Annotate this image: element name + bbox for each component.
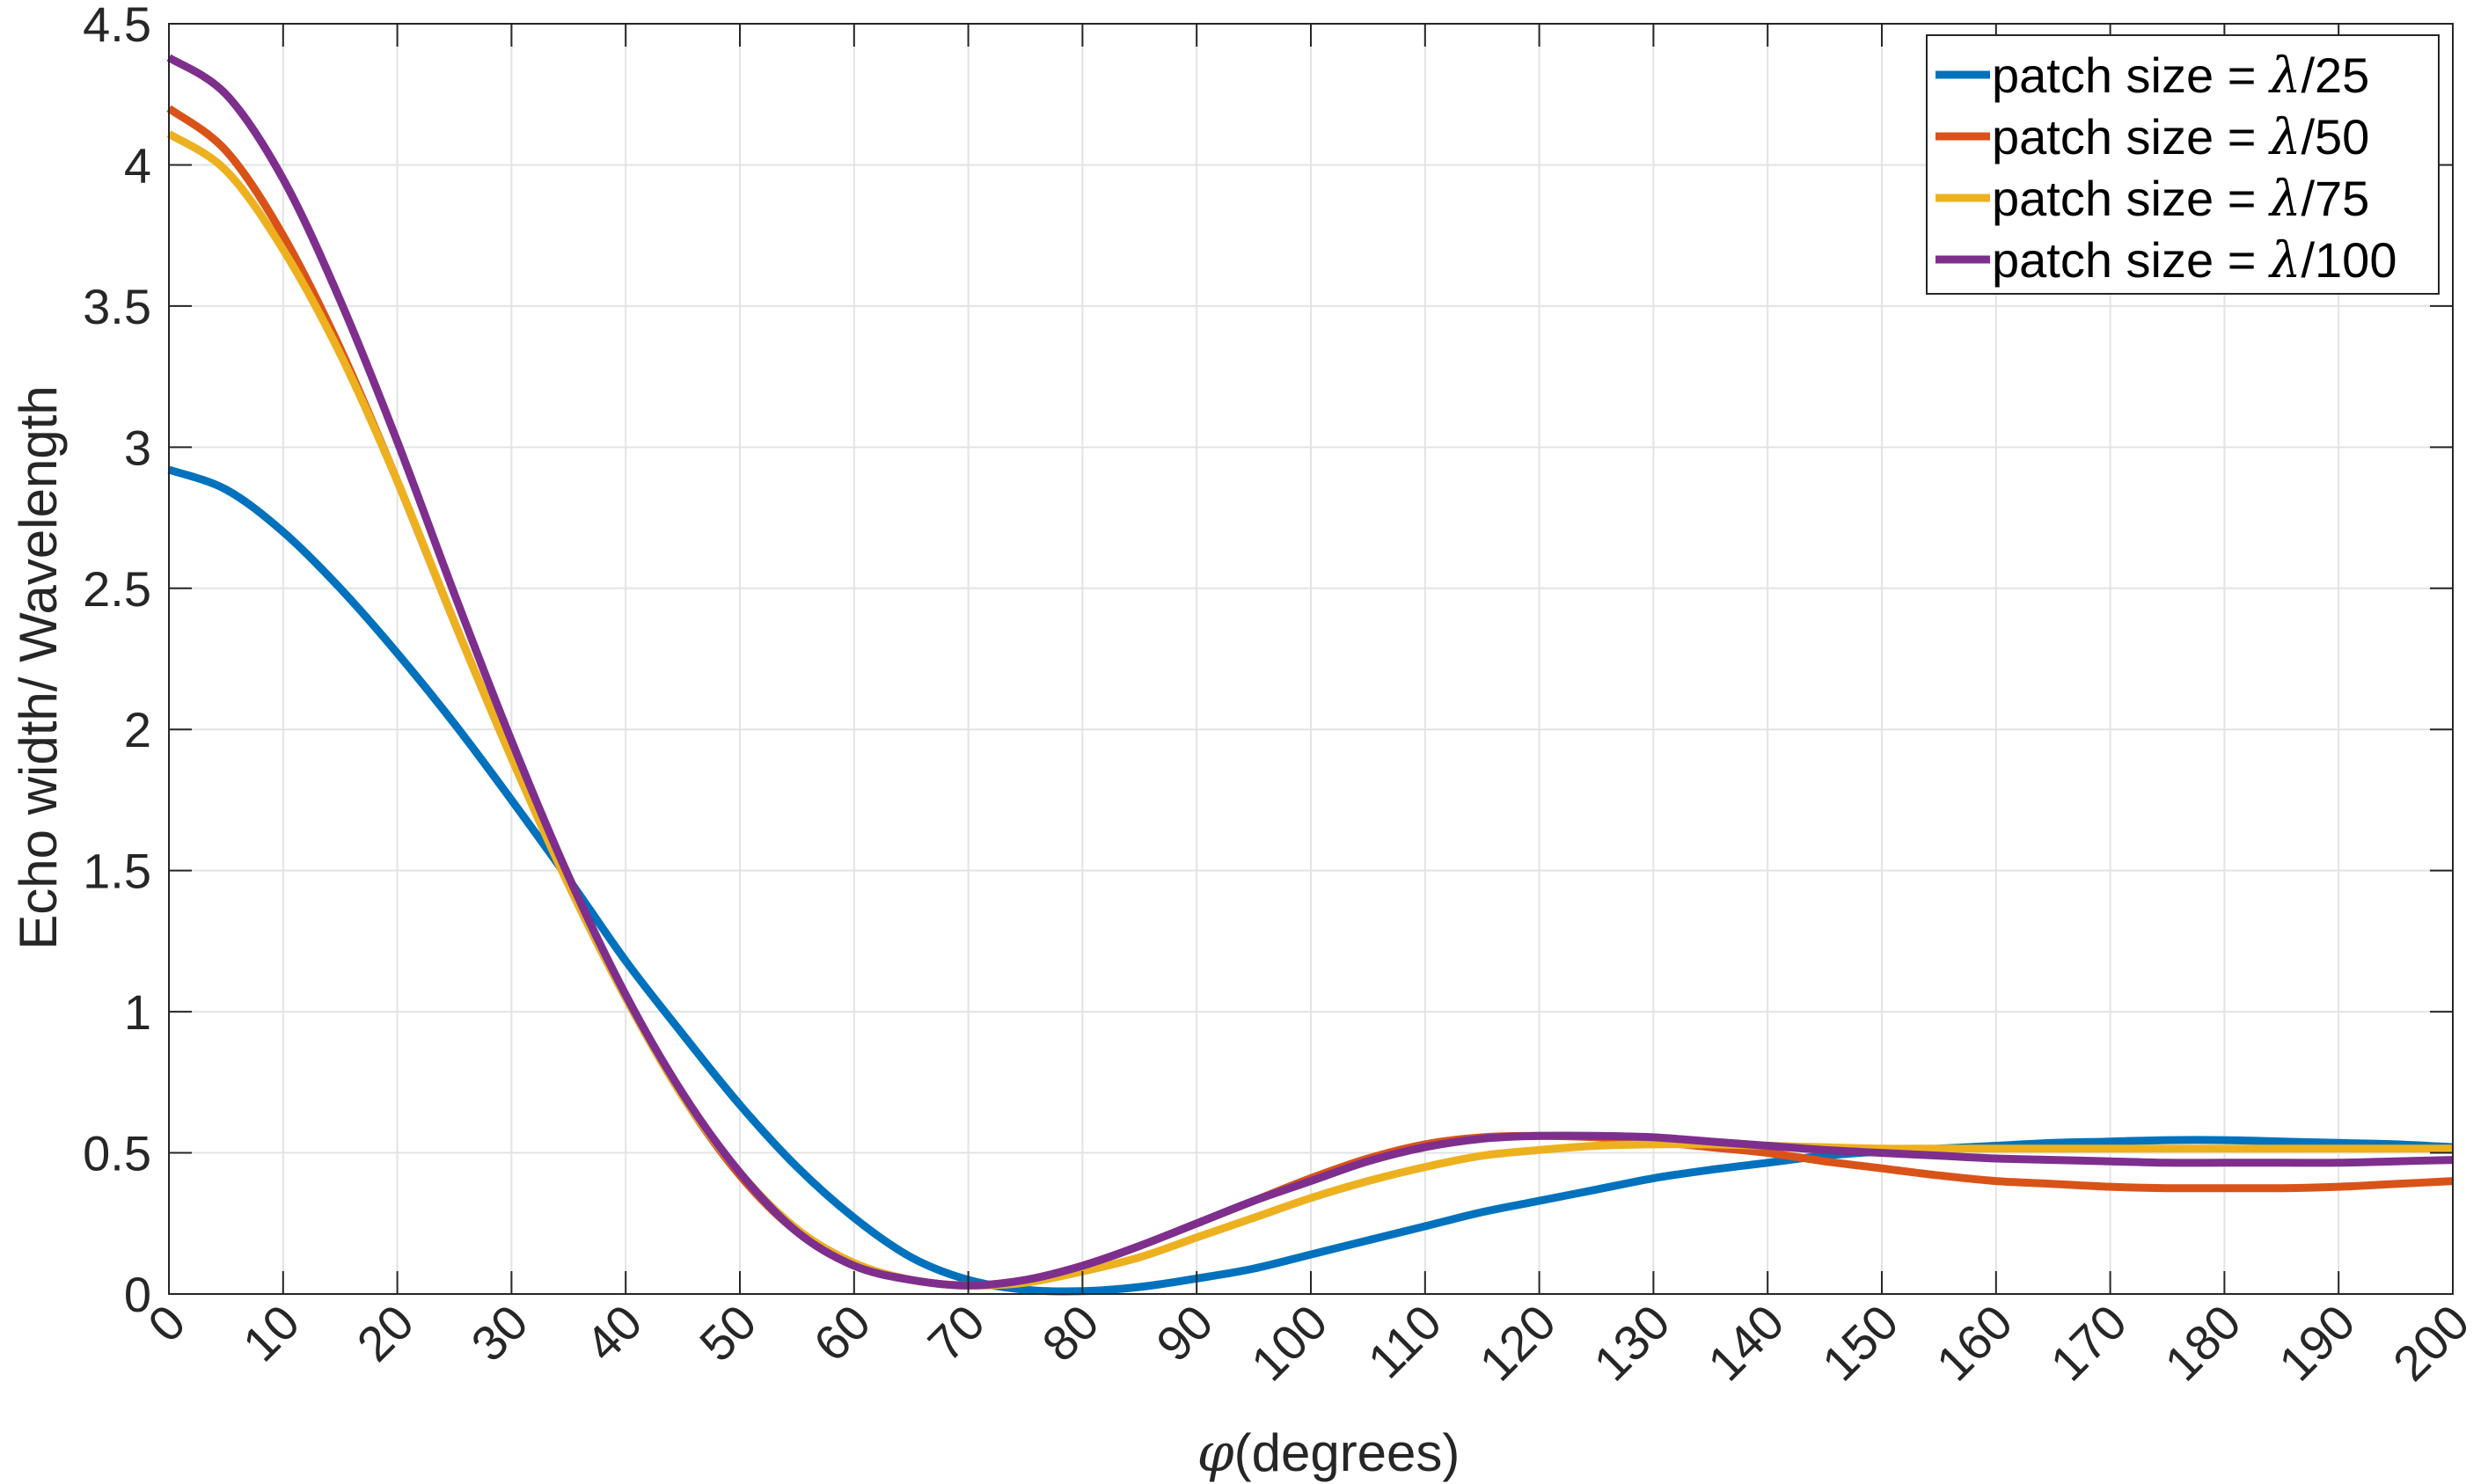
legend-label-prefix: patch size = [1992, 171, 2270, 226]
legend-label: patch size = λ/25 [1992, 48, 2369, 105]
y-tick-label: 4.5 [83, 0, 151, 52]
y-tick-label: 1 [124, 984, 151, 1040]
legend-label-prefix: patch size = [1992, 109, 2270, 164]
legend-label-suffix: /25 [2301, 48, 2369, 103]
legend-box [1926, 34, 2440, 295]
y-axis-label: Echo width/ Wavelength [9, 385, 68, 949]
y-tick-label: 2 [124, 702, 151, 757]
series-layer [166, 54, 2454, 1296]
legend-label-lambda: λ [2268, 232, 2301, 289]
legend-label: patch size = λ/75 [1992, 171, 2369, 228]
legend-label: patch size = λ/100 [1992, 232, 2397, 289]
y-tick-label: 3.5 [83, 279, 151, 334]
x-axis-label-symbol: φ [1197, 1422, 1234, 1484]
legend-label-prefix: patch size = [1992, 48, 2270, 103]
x-axis-label-text: (degrees) [1234, 1423, 1460, 1482]
x-axis-label: φ(degrees) [1197, 1422, 1460, 1484]
series-line-lambda-75 [166, 130, 2453, 1290]
legend-label-lambda: λ [2268, 48, 2301, 105]
y-tick-label: 2.5 [83, 561, 151, 617]
y-tick-label: 1.5 [83, 844, 151, 899]
legend-label-suffix: /100 [2301, 232, 2397, 288]
legend-label-lambda: λ [2268, 171, 2301, 228]
legend-label-lambda: λ [2268, 109, 2301, 166]
y-tick-label: 3 [124, 420, 151, 475]
y-tick-label: 4 [124, 137, 151, 193]
y-tick-label: 0.5 [83, 1126, 151, 1181]
legend-label-suffix: /75 [2301, 171, 2369, 226]
ticks [168, 23, 2454, 1295]
legend-label-suffix: /50 [2301, 109, 2369, 164]
legend-label-prefix: patch size = [1992, 232, 2270, 288]
legend-label: patch size = λ/50 [1992, 109, 2369, 166]
y-tick-label: 0 [124, 1267, 151, 1322]
series-line-lambda-100 [166, 54, 2454, 1290]
series-line-lambda-25 [167, 465, 2454, 1296]
